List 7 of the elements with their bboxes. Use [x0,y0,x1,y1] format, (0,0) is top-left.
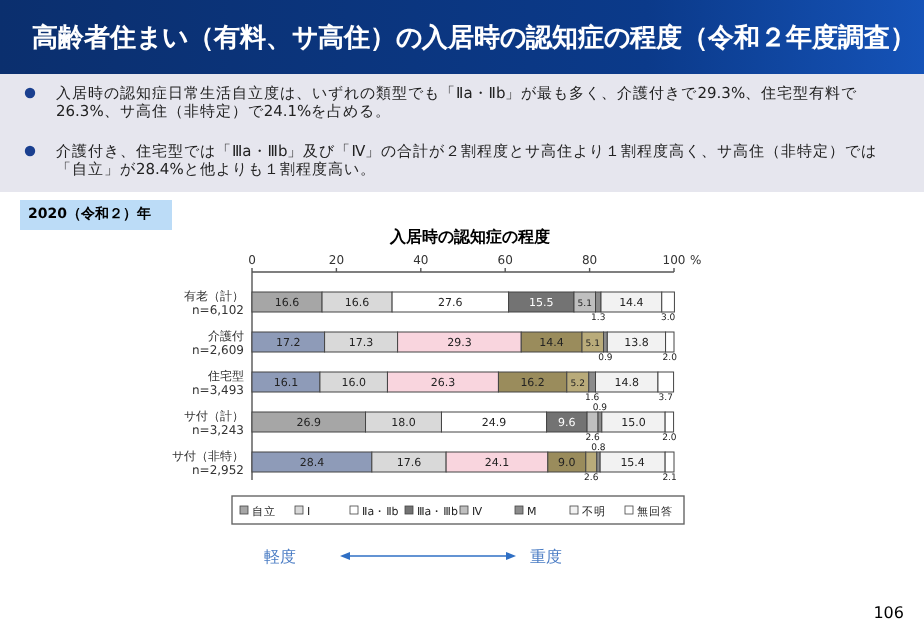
chart-subtitle: 入居時の認知症の程度 [388,226,550,246]
bar [601,411,666,433]
text: 重度 [530,548,562,566]
text: 106 [873,604,904,622]
chart-title: 高齢者住まい（有料、サ高住）の入居時の認知症の程度（令和２年度調査） [32,21,916,56]
text: 軽度 [264,548,296,566]
bar [606,331,667,353]
